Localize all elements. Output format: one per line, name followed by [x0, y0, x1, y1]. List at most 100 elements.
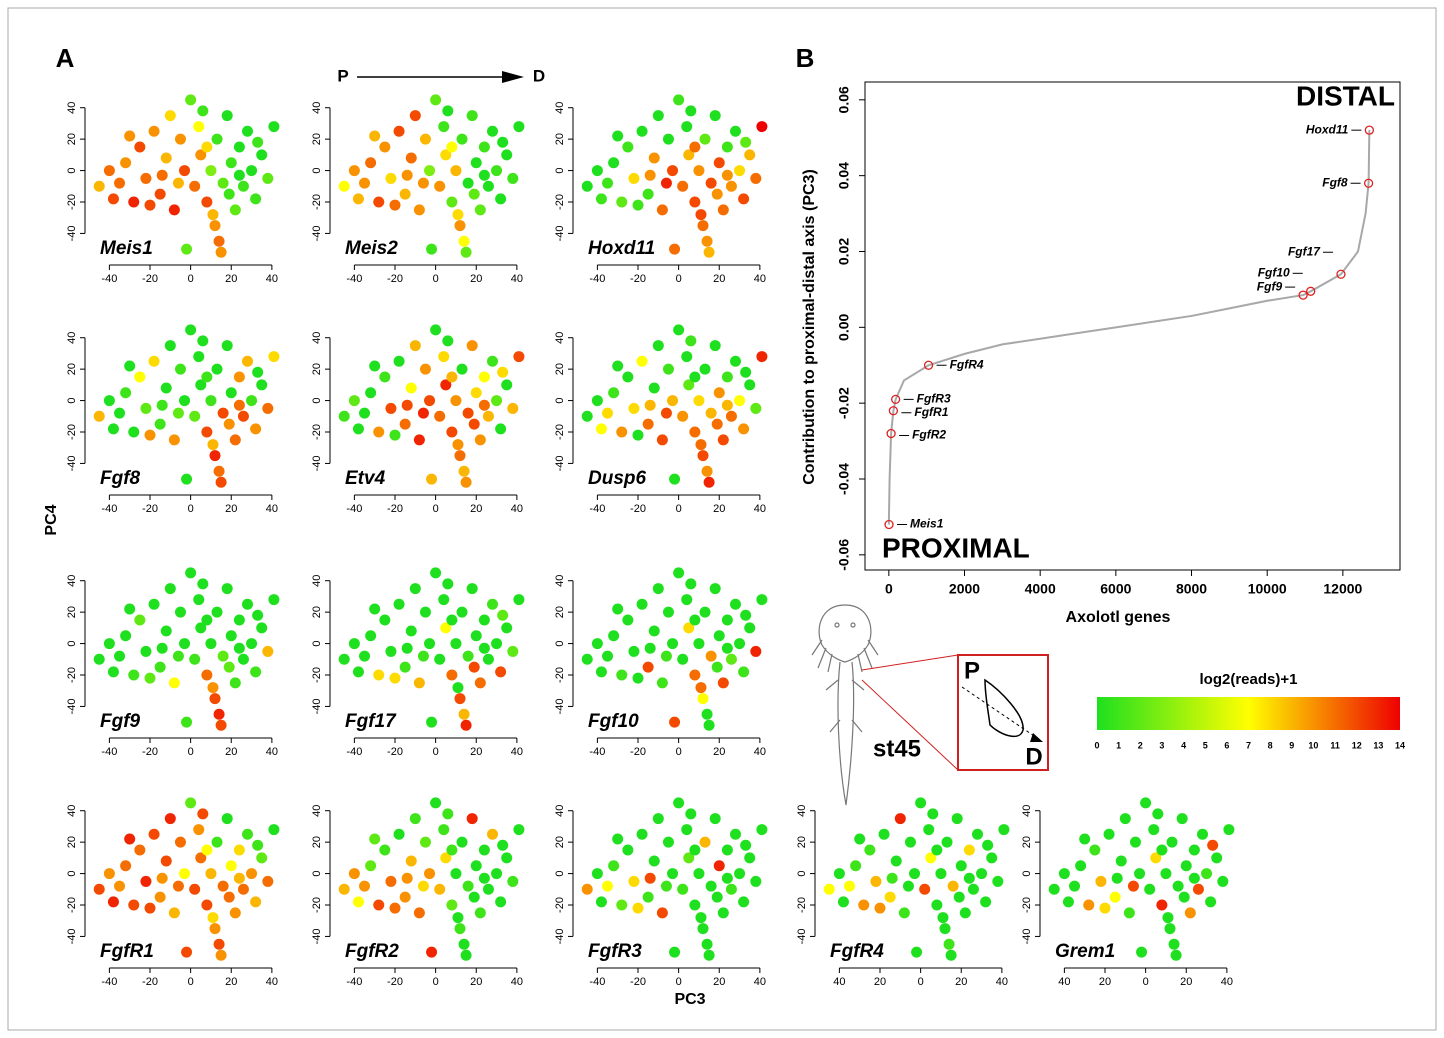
cell-dot	[389, 429, 401, 441]
cell-dot	[338, 883, 350, 895]
cell-dot	[1048, 883, 1060, 895]
cell-dot	[446, 844, 458, 856]
cell-dot	[181, 243, 193, 255]
cell-dot	[225, 157, 237, 169]
y-tick-label: 20	[554, 363, 566, 375]
cell-dot	[656, 907, 668, 919]
cell-dot	[1115, 855, 1127, 867]
color-bar-tick-label: 9	[1289, 740, 1294, 750]
cell-dot	[179, 638, 191, 650]
cell-dot	[156, 872, 168, 884]
x-tick-label: 40	[266, 746, 278, 758]
cell-dot	[262, 172, 274, 184]
cell-dot	[591, 638, 603, 650]
cell-dot	[884, 891, 896, 903]
y-tick-label: -40	[796, 928, 808, 944]
cell-dot	[711, 661, 723, 673]
cell-dot	[858, 899, 870, 911]
cell-dot	[721, 642, 733, 654]
cell-dot	[172, 650, 184, 662]
x-tick-label: 0	[188, 746, 194, 758]
cell-dot	[193, 351, 205, 363]
cell-dot	[697, 220, 709, 232]
y-tick-label: 20	[554, 836, 566, 848]
cell-dot	[114, 650, 126, 662]
cell-dot	[399, 891, 411, 903]
cell-dot	[693, 165, 705, 177]
cell-dot	[446, 899, 458, 911]
cell-dot	[470, 387, 482, 399]
cell-dot	[385, 172, 397, 184]
cell-dot	[225, 387, 237, 399]
cell-dot	[419, 363, 431, 375]
cell-dot	[154, 188, 166, 200]
y-tick-label: -20	[311, 897, 323, 913]
gene-name: Dusp6	[588, 468, 647, 489]
cell-dot	[833, 868, 845, 880]
x-tick-label: 0	[676, 273, 682, 285]
x-tick-label: 40	[996, 976, 1008, 988]
cell-dot	[662, 363, 674, 375]
x-tick-label: 20	[1099, 976, 1111, 988]
cell-dot	[440, 852, 452, 864]
cell-dot	[711, 891, 723, 903]
cell-dot	[233, 141, 245, 153]
gene-label: Fgf17	[1288, 244, 1321, 258]
cell-dot	[656, 677, 668, 689]
cell-dot	[1127, 880, 1139, 892]
x-tick-label: 40	[511, 273, 523, 285]
cell-dot	[513, 351, 525, 363]
x-tick-label: 20	[470, 503, 482, 515]
cell-dot	[452, 682, 464, 694]
gene-name: Etv4	[345, 468, 386, 489]
cell-dot	[683, 622, 695, 634]
cell-dot	[393, 828, 405, 840]
cell-dot	[164, 110, 176, 122]
y-tick-label: -20	[311, 424, 323, 440]
cell-dot	[164, 813, 176, 825]
cell-dot	[256, 149, 268, 161]
cell-dot	[955, 860, 967, 872]
cell-dot	[405, 625, 417, 637]
gene-name: FgfR1	[100, 941, 154, 962]
cell-dot	[730, 828, 741, 840]
cell-dot	[681, 594, 693, 606]
gene-label: FgfR1	[914, 405, 948, 419]
cell-dot	[628, 402, 640, 414]
cell-dot	[677, 653, 689, 665]
x-tick-label: 4000	[1025, 581, 1056, 597]
cell-dot	[705, 650, 717, 662]
x-tick-label: 40	[511, 746, 523, 758]
cell-dot	[338, 653, 350, 665]
cell-dot	[1170, 949, 1182, 961]
cell-dot	[632, 429, 644, 441]
cell-dot	[491, 395, 503, 407]
cell-dot	[699, 836, 711, 848]
cell-dot	[193, 594, 205, 606]
cell-dot	[189, 180, 201, 192]
y-tick-label: -20	[554, 897, 566, 913]
cell-dot	[242, 125, 253, 137]
cell-dot	[172, 880, 184, 892]
cell-dot	[389, 902, 401, 914]
cell-dot	[923, 824, 935, 836]
cell-dot	[225, 630, 237, 642]
cell-dot	[174, 606, 186, 618]
x-tick-label: 10000	[1248, 581, 1287, 597]
cell-dot	[107, 896, 119, 908]
cell-dot	[468, 188, 480, 200]
cell-dot	[233, 371, 245, 383]
cell-dot	[951, 813, 963, 825]
cell-dot	[713, 630, 725, 642]
cell-dot	[943, 938, 955, 950]
cell-dot	[252, 609, 264, 621]
cell-dot	[405, 152, 417, 164]
cell-dot	[1083, 899, 1095, 911]
cell-dot	[252, 366, 264, 378]
cell-dot	[256, 852, 268, 864]
cell-dot	[164, 583, 176, 595]
color-bar-tick-label: 4	[1181, 740, 1186, 750]
x-tick-label: 0	[885, 581, 893, 597]
cell-dot	[201, 844, 213, 856]
cell-dot	[417, 407, 429, 419]
